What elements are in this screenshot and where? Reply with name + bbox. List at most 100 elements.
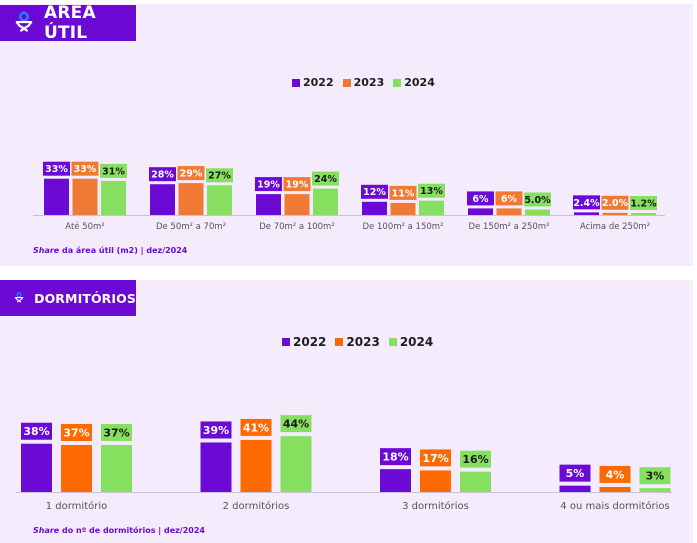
data-label-box-2023-3	[599, 465, 631, 483]
bar-2022-1	[150, 184, 175, 215]
category-label-0: Até 50m²	[65, 221, 104, 232]
legend-item-2022: 2022	[282, 335, 326, 349]
data-label-2022-2: 18%	[382, 451, 408, 464]
legend-item-2022: 2022	[292, 76, 334, 89]
bar-2022-0	[44, 178, 69, 215]
category-label-1: 2 dormitórios	[223, 500, 290, 512]
data-label-2023-1: 29%	[180, 169, 203, 180]
data-label-2024-1: 27%	[208, 171, 231, 182]
bar-2022-3	[362, 201, 387, 215]
legend-item-2023: 2023	[335, 335, 380, 349]
data-label-box-2024-3	[639, 467, 671, 485]
bar-2024-3	[419, 200, 444, 215]
category-label-3: 4 ou mais dormitórios	[560, 500, 669, 512]
bar-2022-2	[256, 194, 281, 215]
data-label-2024-3: 13%	[420, 186, 443, 197]
bar-2023-1	[178, 183, 204, 215]
data-label-2024-5: 1.2%	[630, 198, 657, 209]
data-label-box-2022-0	[43, 161, 70, 176]
category-label-0: 1 dormitório	[46, 500, 108, 512]
data-label-2022-3: 12%	[363, 187, 386, 198]
section-badge-area: ÁREA ÚTIL	[0, 3, 136, 43]
data-label-box-2023-2	[420, 449, 451, 467]
data-label-box-2023-3	[389, 185, 417, 200]
data-label-box-2022-1	[149, 167, 176, 182]
data-label-box-2022-2	[380, 448, 411, 466]
category-label-4: De 150m² a 250m²	[469, 222, 550, 232]
legend-label: 2024	[399, 335, 434, 349]
source-italic: Share	[33, 526, 60, 535]
bar-2022-4	[468, 208, 493, 215]
data-label-2023-4: 6%	[501, 194, 518, 205]
chart-source-note: Share do nº de dormitórios | dez/2024	[33, 526, 205, 535]
bar-2024-0	[101, 445, 132, 492]
data-label-box-2022-0	[21, 422, 52, 440]
data-label-box-2024-2	[312, 171, 339, 186]
legend-label: 2022	[293, 335, 327, 349]
data-label-2024-2: 24%	[314, 174, 337, 185]
chart-legend: 2022 2023 2024	[282, 335, 442, 349]
data-label-2023-2: 17%	[422, 452, 448, 465]
data-label-2024-3: 3%	[646, 470, 665, 483]
data-label-2022-1: 39%	[203, 424, 229, 437]
bar-2022-1	[200, 442, 232, 492]
data-label-box-2023-0	[61, 424, 92, 442]
data-label-box-2022-2	[255, 177, 282, 192]
data-label-2022-1: 28%	[151, 170, 174, 181]
data-label-2023-5: 2.0%	[602, 198, 629, 209]
bar-2024-3	[639, 488, 671, 492]
data-label-box-2023-4	[495, 191, 523, 206]
bar-2024-5	[631, 213, 656, 215]
data-label-2022-0: 33%	[45, 164, 68, 175]
data-label-box-2023-1	[177, 166, 205, 181]
bar-2024-2	[313, 188, 338, 215]
category-label-2: 3 dormitórios	[402, 500, 469, 512]
data-label-box-2024-1	[206, 168, 233, 183]
bar-2023-2	[284, 194, 310, 215]
legend-item-2024: 2024	[388, 335, 434, 349]
data-label-box-2022-4	[467, 191, 494, 206]
bar-2024-1	[280, 436, 312, 492]
legend-swatch-2022	[292, 78, 300, 87]
data-label-2023-2: 19%	[286, 180, 309, 191]
legend-label: 2022	[303, 76, 334, 89]
legend-item-2023: 2023	[342, 76, 385, 89]
category-label-2: De 70m² a 100m²	[259, 222, 335, 232]
data-label-box-2022-5	[573, 195, 600, 210]
bar-2024-2	[460, 471, 491, 492]
data-label-box-2024-4	[524, 192, 551, 207]
category-label-1: De 50m² a 70m²	[156, 222, 226, 232]
dormitorios-panel: DORMITÓRIOS 2022 2023 2024 38% 37% 37% 1 do…	[0, 280, 693, 543]
category-label-5: Acima de 250m²	[580, 222, 650, 232]
data-label-box-2024-0	[101, 424, 132, 442]
section-badge-dorm: DORMITÓRIOS	[0, 280, 136, 316]
bar-2022-2	[380, 469, 411, 492]
legend-label: 2023	[353, 76, 385, 89]
data-label-2024-0: 37%	[103, 426, 129, 439]
source-text: da área útil (m2) | dez/2024	[59, 246, 188, 255]
section-title: DORMITÓRIOS	[34, 290, 136, 306]
section-title: ÁREA ÚTIL	[43, 3, 96, 43]
data-label-box-2023-2	[283, 177, 311, 192]
data-label-2022-3: 5%	[566, 467, 585, 480]
data-label-box-2023-0	[71, 161, 99, 176]
data-label-2023-3: 11%	[392, 188, 415, 199]
area-bar-chart: 33% 33% 31% Até 50m² 28% 29% 27% De 50m² a 70m²…	[33, 161, 665, 232]
bar-2024-0	[101, 180, 126, 215]
data-label-box-2024-5	[630, 196, 657, 210]
data-label-2023-0: 33%	[74, 164, 97, 175]
legend-label: 2024	[404, 76, 435, 89]
bar-2024-1	[207, 185, 232, 215]
legend-swatch-2023	[335, 338, 344, 346]
dormitorios-bar-chart: 38% 37% 37% 1 dormitório 39% 41% 44% 2 dormitór…	[16, 415, 672, 512]
bar-2023-0	[72, 178, 98, 215]
data-label-2023-3: 4%	[606, 468, 625, 481]
data-label-box-2024-1	[280, 415, 312, 433]
legend-swatch-2024	[393, 78, 402, 87]
source-italic: Share	[33, 246, 60, 255]
area-util-panel: ÁREA ÚTIL 2022 2023 2024 33% 33% 31% Até 50…	[0, 3, 693, 266]
category-label-3: De 100m² a 150m²	[363, 222, 444, 232]
person-pin-icon	[15, 11, 33, 33]
data-label-box-2022-3	[559, 464, 591, 482]
legend-swatch-2024	[388, 338, 397, 346]
